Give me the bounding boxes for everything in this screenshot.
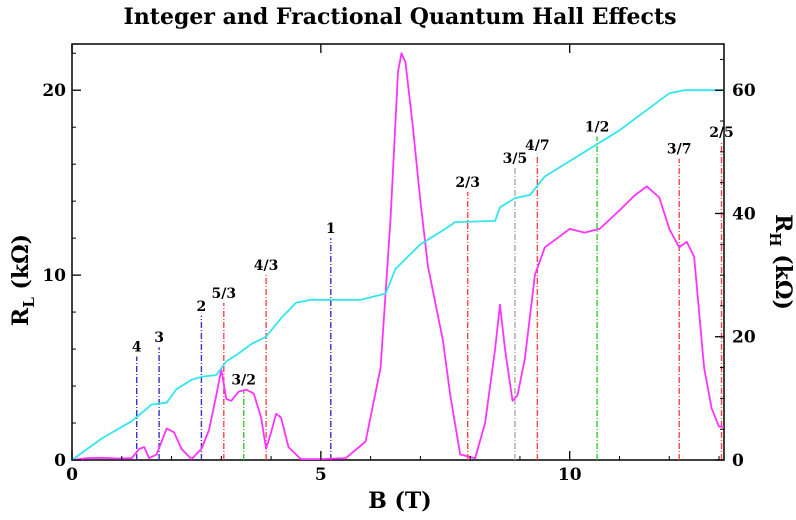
filling-factor-label: 1/2 [585,119,610,135]
x-tick-label: 10 [558,465,582,485]
filling-factor-label: 4/3 [254,258,279,274]
hall-resistance-line [71,89,724,461]
filling-factor-label: 2/5 [709,125,734,141]
plot-area [71,43,725,461]
x-tick-label: 5 [315,465,327,485]
left-y-axis-unit: (kΩ) [8,234,34,297]
filling-factor-label: 4/7 [525,138,550,154]
plot-frame [71,43,725,461]
right-y-axis-title: RH (kΩ) [766,214,796,310]
right-y-axis-main: R [770,214,796,233]
right-y-axis-unit: (kΩ) [770,247,796,310]
filling-factor-markers: 43 25/3 3/2 4/3 1 2/3 3/54/7 1/2 3/7 2/5 [132,119,734,460]
right-y-tick-label: 60 [732,81,756,101]
filling-factor-label: 3/5 [503,151,528,167]
left-y-tick-label: 10 [42,266,66,286]
left-y-tick-label: 20 [42,81,66,101]
left-y-tick-label: 0 [54,451,66,471]
left-y-axis-title: RL (kΩ) [8,234,38,326]
filling-factor-label: 3/7 [667,142,692,158]
x-axis-title: B (T) [368,488,431,514]
right-y-tick-label: 40 [732,204,756,224]
x-tick-label: 0 [66,465,78,485]
filling-factor-label: 3/2 [231,373,256,389]
filling-factor-label: 2 [197,299,207,315]
filling-factor-label: 5/3 [211,286,236,302]
longitudinal-resistance-line [71,52,724,461]
left-y-axis-sub: L [20,297,38,308]
filling-factor-label: 1 [326,221,336,237]
right-y-tick-label: 0 [732,451,744,471]
right-y-tick-label: 20 [732,328,756,348]
series-group [71,52,724,461]
left-y-axis-main: R [8,307,34,326]
right-y-axis-sub: H [766,232,784,246]
filling-factor-label: 2/3 [455,175,480,191]
filling-factor-label: 3 [154,330,164,346]
chart-title: Integer and Fractional Quantum Hall Effe… [124,4,677,30]
axes-group: 0 5 10 0 10 20 0 20 40 60 [42,44,756,485]
filling-factor-label: 4 [132,339,142,355]
